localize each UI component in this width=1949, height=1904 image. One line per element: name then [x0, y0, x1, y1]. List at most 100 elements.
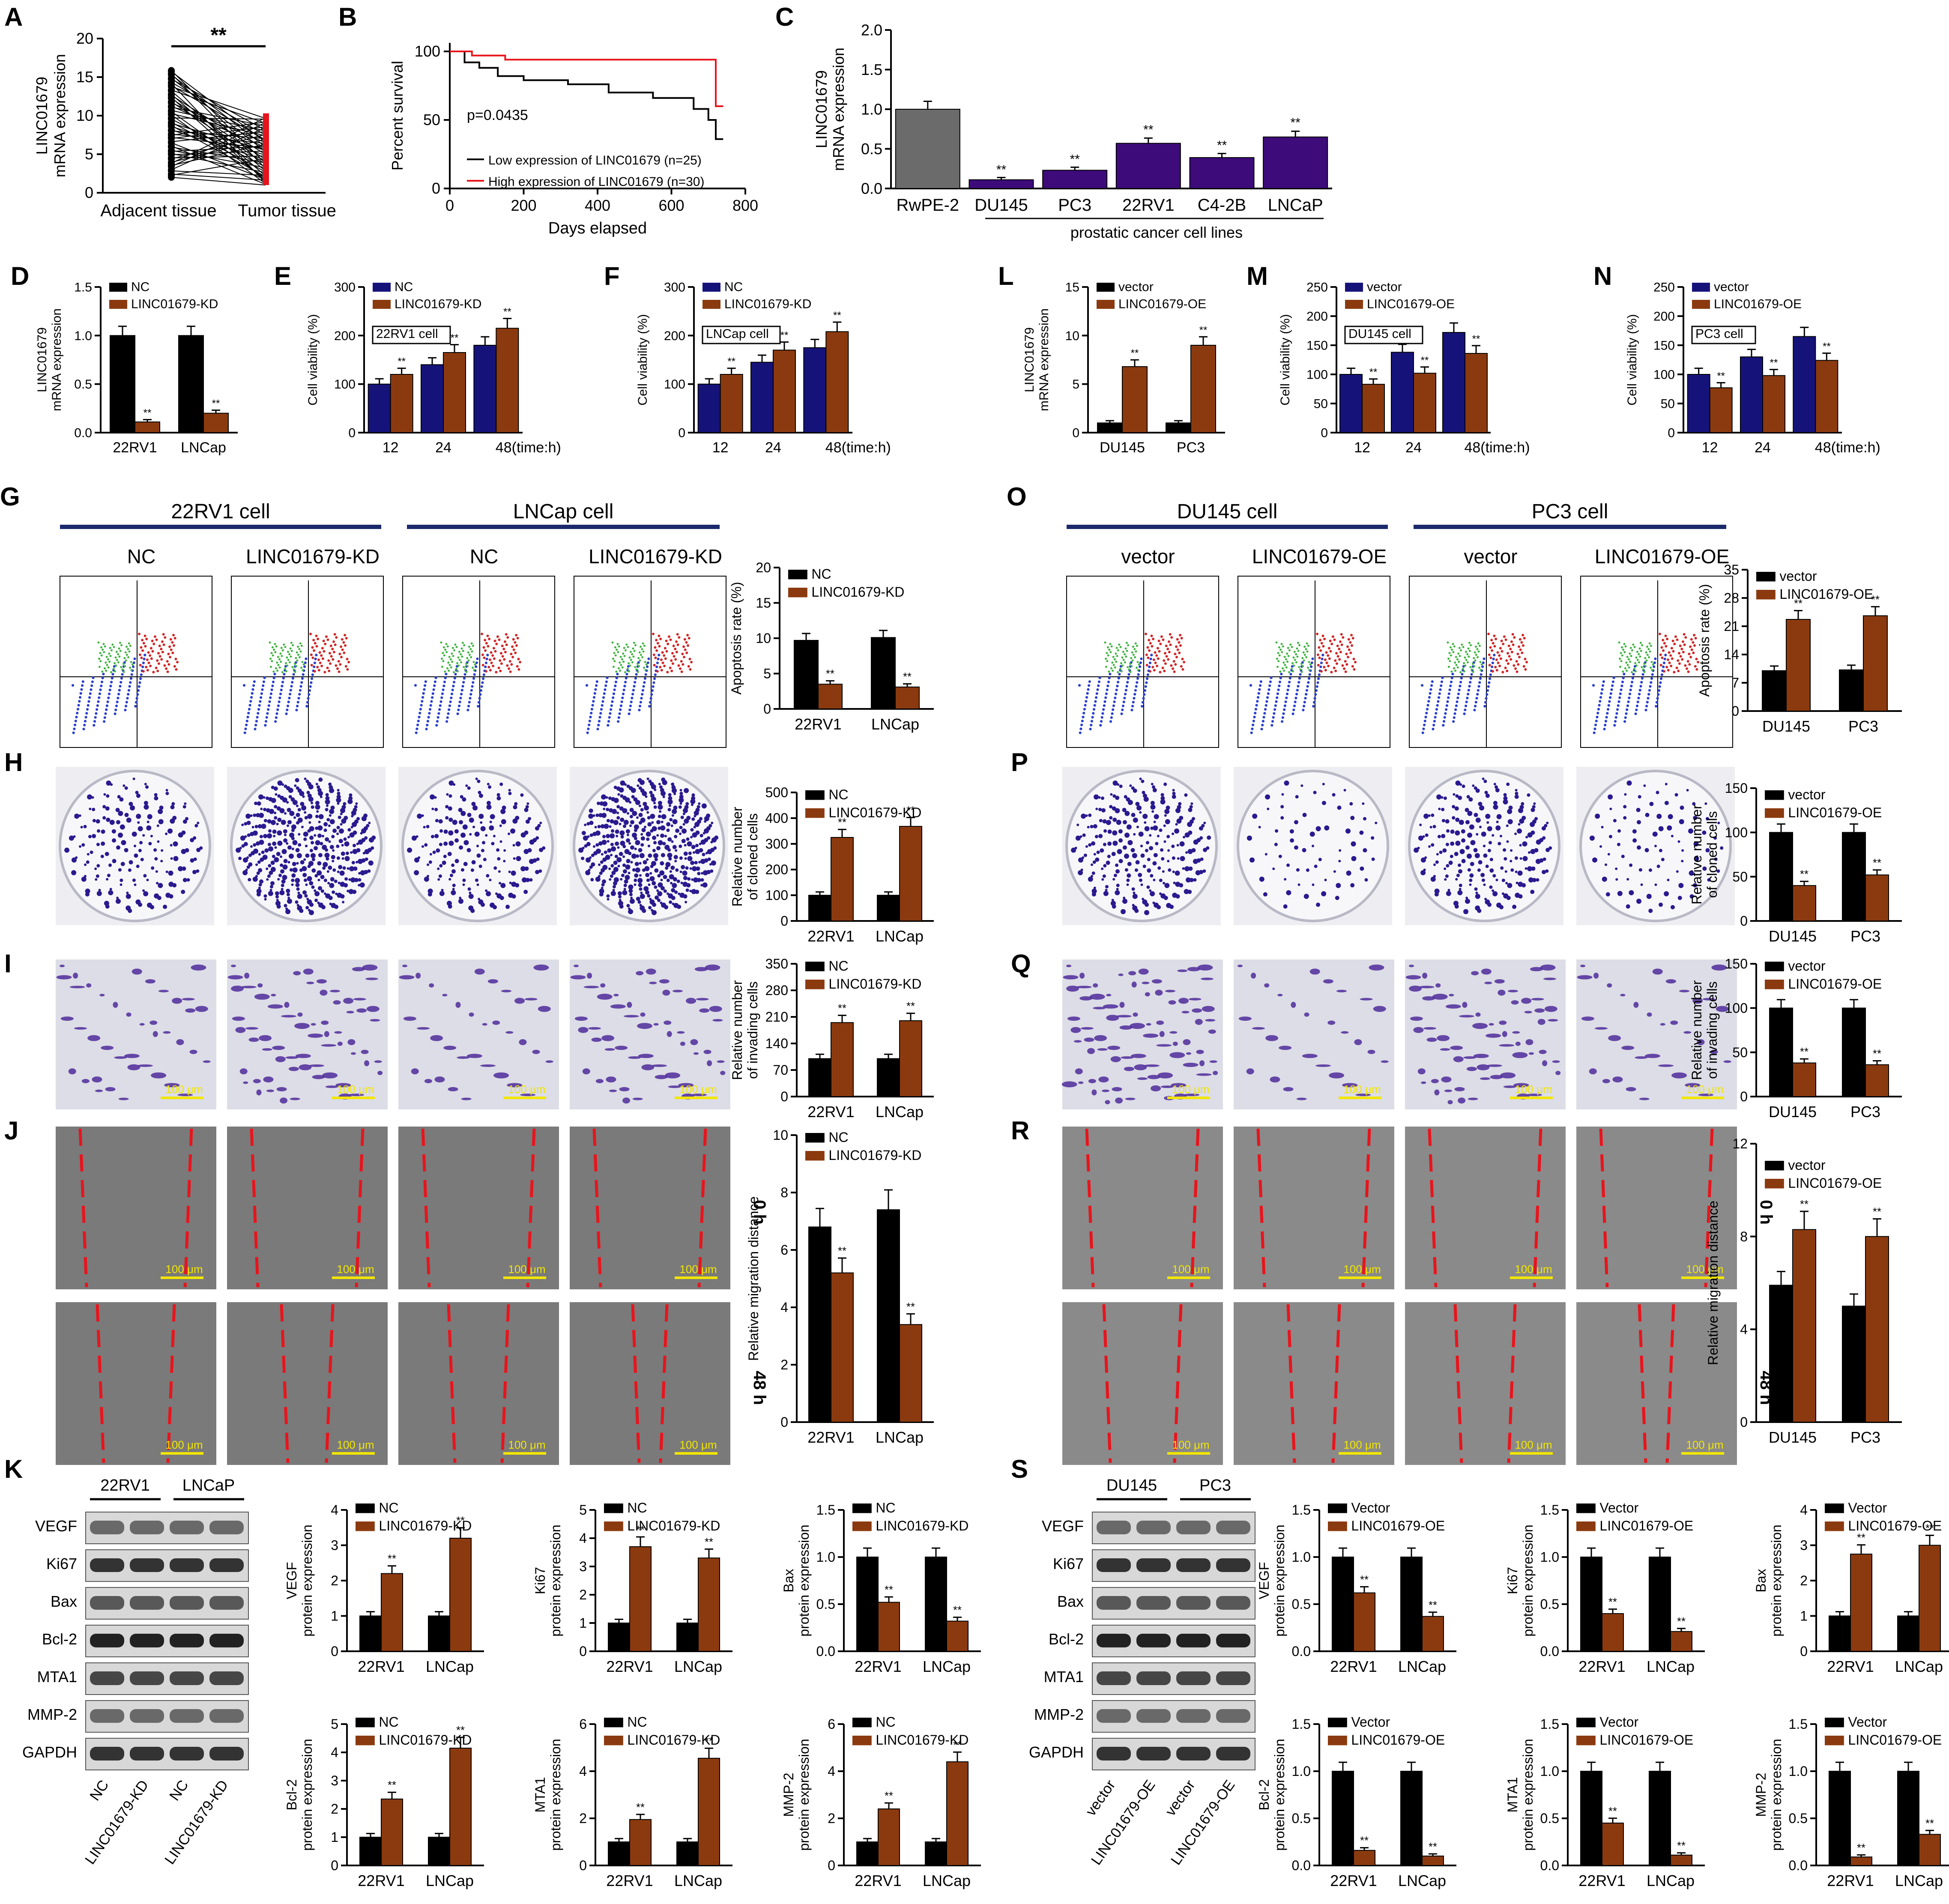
event-dot: [1647, 693, 1650, 696]
colony: [704, 820, 707, 823]
high-expression-curve: [450, 51, 723, 107]
colony: [1506, 840, 1509, 843]
colony: [356, 817, 360, 821]
event-dot: [1474, 701, 1477, 704]
colony: [622, 808, 628, 813]
y-tick-label: 0: [1731, 703, 1739, 719]
event-dot: [299, 656, 301, 658]
event-dot: [1453, 716, 1456, 719]
colony: [1249, 857, 1255, 863]
colony: [1446, 829, 1450, 833]
event-dot: [1316, 681, 1319, 684]
event-dot: [314, 658, 317, 661]
colony: [477, 780, 481, 783]
colony: [1112, 840, 1118, 846]
colony: [158, 809, 163, 814]
event-dot: [659, 666, 662, 669]
event-dot: [629, 651, 632, 653]
event-dot: [1140, 658, 1143, 660]
event-dot: [127, 648, 129, 650]
colony: [1101, 867, 1104, 870]
event-dot: [166, 660, 169, 663]
colony: [436, 848, 440, 853]
legend-swatch: [1345, 300, 1363, 309]
event-dot: [1108, 649, 1111, 651]
colony: [1133, 788, 1137, 793]
colony: [678, 892, 681, 895]
event-dot: [517, 658, 520, 661]
event-dot: [1683, 643, 1686, 646]
colony: [1102, 874, 1106, 878]
event-dot: [656, 642, 659, 645]
colony: [326, 804, 329, 807]
event-dot: [1275, 641, 1278, 644]
paired-line: [171, 170, 266, 176]
colony: [595, 843, 599, 847]
colony: [639, 874, 642, 877]
event-dot: [1461, 673, 1464, 676]
event-dot: [1615, 712, 1618, 715]
event-dot: [332, 640, 335, 643]
colony: [1133, 817, 1138, 823]
event-dot: [280, 688, 283, 691]
event-dot: [84, 720, 87, 723]
event-dot: [1295, 661, 1297, 664]
colony: [508, 870, 511, 873]
colony: [1284, 780, 1289, 786]
colony: [276, 852, 281, 856]
colony: [331, 835, 335, 839]
event-dot: [501, 655, 504, 658]
event-dot: [634, 681, 637, 684]
event-dot: [1316, 633, 1318, 635]
event-dot: [610, 708, 613, 711]
y-tick-label: 1.5: [861, 61, 882, 78]
event-dot: [445, 643, 448, 645]
colony: [92, 834, 96, 838]
event-dot: [610, 704, 613, 707]
colony: [1297, 883, 1300, 886]
event-dot: [1611, 680, 1614, 683]
event-dot: [1333, 667, 1336, 670]
colony: [367, 869, 371, 873]
event-dot: [112, 668, 115, 670]
colony: [1105, 889, 1108, 892]
colony: [262, 855, 268, 860]
event-dot: [114, 670, 116, 673]
colony: [1264, 853, 1267, 856]
colony: [631, 795, 635, 799]
colony: [295, 883, 300, 888]
colony: [335, 892, 338, 895]
event-dot: [1494, 666, 1497, 669]
condition-label: LINC01679-KD: [246, 545, 380, 568]
colony: [1193, 878, 1197, 882]
colony: [610, 833, 615, 839]
colony: [431, 807, 434, 810]
colony: [308, 784, 314, 789]
event-dot: [271, 660, 273, 662]
event-dot: [1330, 671, 1333, 674]
event-dot: [1519, 648, 1522, 651]
colony: [91, 796, 94, 799]
event-dot: [598, 716, 601, 719]
colony: [304, 894, 308, 898]
event-dot: [1291, 662, 1294, 664]
colony: [658, 804, 663, 810]
event-dot: [485, 658, 488, 661]
colony: [353, 866, 358, 871]
event-dot: [1498, 654, 1501, 657]
colony: [277, 794, 281, 798]
x-tick-label: 22RV1: [795, 715, 841, 733]
bar: [794, 640, 819, 709]
colony: [661, 903, 667, 908]
colony: [1127, 800, 1133, 805]
colony: [245, 813, 251, 819]
colony: [1109, 816, 1113, 820]
colony: [589, 821, 594, 825]
colony: [658, 815, 661, 819]
colony: [632, 868, 636, 872]
event-dot: [462, 681, 465, 684]
event-dot: [624, 671, 627, 673]
event-dot: [653, 664, 656, 667]
colony: [458, 845, 463, 850]
